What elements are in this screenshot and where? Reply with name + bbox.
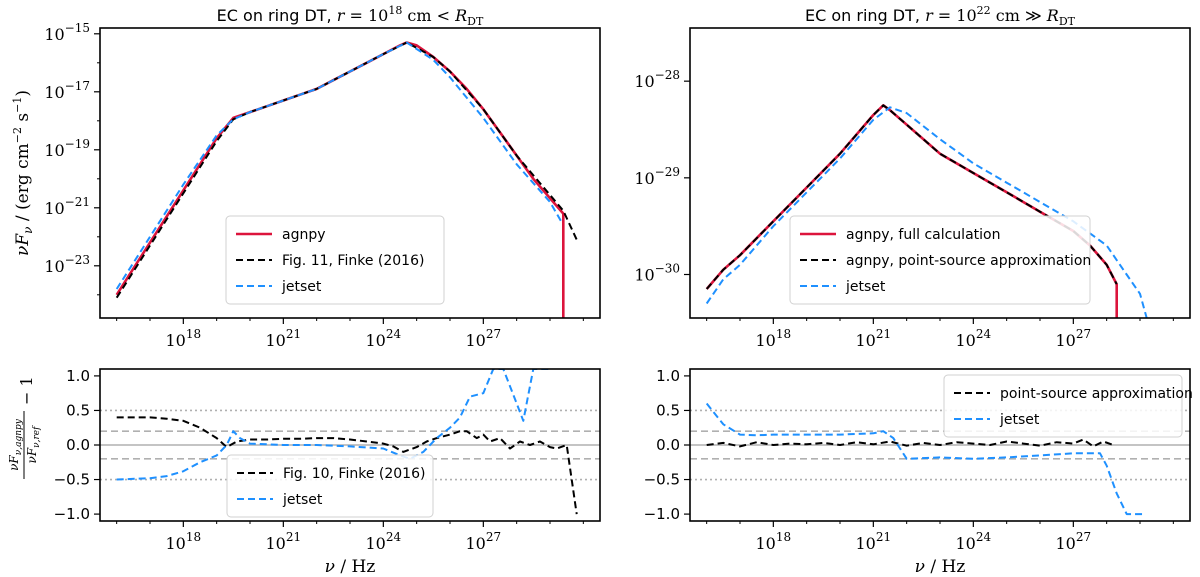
y-tick-label: 0.0 [66,436,90,454]
y-tick-label: 10−17 [44,79,90,102]
x-axis-label: ν / Hz [915,557,966,577]
series-group [705,402,1144,516]
x-axis-label: ν / Hz [325,557,376,577]
legend-box [225,215,445,305]
x-tick-label: 1021 [266,327,302,350]
panel-top-left: 1018 1021 1024 1027 10−15 10−17 10−19 10−21 10−2… [11,4,601,350]
panel-bottom-left: 1018 1021 1024 1027 1.0 0.5 0.0 −0.5 −1.0 ν / Hz F… [54,367,601,577]
legend-label: Fig. 10, Finke (2016) [283,466,425,482]
x-tick-label: 1027 [1056,530,1092,553]
chart-title: EC on ring DT, r = 1018 cm < RDT [217,4,484,28]
legend: agnpy Fig. 11, Finke (2016) jetset [225,215,445,305]
legend-label: jetset [845,279,886,295]
legend-label: point-source approximation [1000,386,1193,402]
series-line-jetset [116,369,550,481]
y-tick-label: 10−19 [44,137,90,160]
y-tick-label: −1.0 [54,505,90,523]
legend-label: jetset [282,492,323,508]
legend-label: agnpy, point-source approximation [846,253,1091,269]
ratio-label-denominator: νFν,ref [25,425,42,464]
legend-box [789,215,1091,305]
x-tick-label: 1021 [266,530,302,553]
legend-label: jetset [281,279,322,295]
panel-top-right: 1018 1021 1024 1027 10−28 10−29 10−30 EC on rin… [634,4,1191,350]
legend-box [943,374,1183,438]
y-tick-label: −0.5 [644,471,680,489]
panel-bottom-right: 1018 1021 1024 1027 1.0 0.5 0.0 −0.5 −1.0 ν / Hz p… [644,367,1193,577]
x-tick-label: 1018 [166,530,202,553]
legend-label: agnpy, full calculation [846,227,1000,243]
legend: point-source approximation jetset [943,374,1193,438]
x-tick-label: 1024 [956,327,992,350]
legend-box [226,454,434,518]
y-tick-label: −1.0 [644,505,680,523]
x-tick-label: 1021 [856,530,892,553]
series-group [116,369,578,515]
ratio-label-numerator: νFν,agnpy [7,418,24,471]
y-axis-label: νFν / (erg cm−2 s−1) [11,90,35,256]
legend-label: jetset [999,412,1040,428]
x-tick-label: 1024 [366,327,402,350]
series-line-jetset [705,402,1144,516]
x-tick-label: 1027 [466,530,502,553]
series-line-jetset [115,41,563,290]
y-tick-label: 10−30 [634,262,680,285]
x-tick-label: 1027 [466,327,502,350]
y-tick-label: 10−21 [44,195,90,218]
series-group [115,41,578,318]
x-tick-label: 1027 [1056,327,1092,350]
x-tick-label: 1018 [756,327,792,350]
y-tick-label: 10−23 [44,253,90,276]
y-tick-label: 1.0 [66,367,90,385]
legend-label: Fig. 11, Finke (2016) [282,253,424,269]
x-tick-label: 1024 [366,530,402,553]
y-tick-label: 0.5 [66,401,90,419]
y-tick-label: 10−29 [634,165,680,188]
y-tick-label: 1.0 [656,367,680,385]
legend-label: agnpy [282,227,326,243]
series-line-fig-10-finke-2016 [116,416,578,515]
series-line-point-source-approximation [706,438,1114,448]
legend: Fig. 10, Finke (2016) jetset [226,454,434,518]
y-tick-label: 10−15 [44,21,90,44]
x-tick-label: 1021 [856,327,892,350]
y-tick-label: 10−28 [634,68,680,91]
y-tick-label: 0.0 [656,436,680,454]
x-tick-label: 1018 [756,530,792,553]
y-tick-label: 0.5 [656,401,680,419]
series-line-fig-11-finke-2016 [115,41,578,299]
ratio-label-minus-one: − 1 [17,376,36,405]
chart-title: EC on ring DT, r = 1022 cm ≫ RDT [805,4,1076,28]
x-tick-label: 1018 [166,327,202,350]
y-tick-label: −0.5 [54,471,90,489]
legend: agnpy, full calculation agnpy, point-sour… [789,215,1091,305]
x-tick-label: 1024 [956,530,992,553]
series-line-jetset [705,106,1148,318]
